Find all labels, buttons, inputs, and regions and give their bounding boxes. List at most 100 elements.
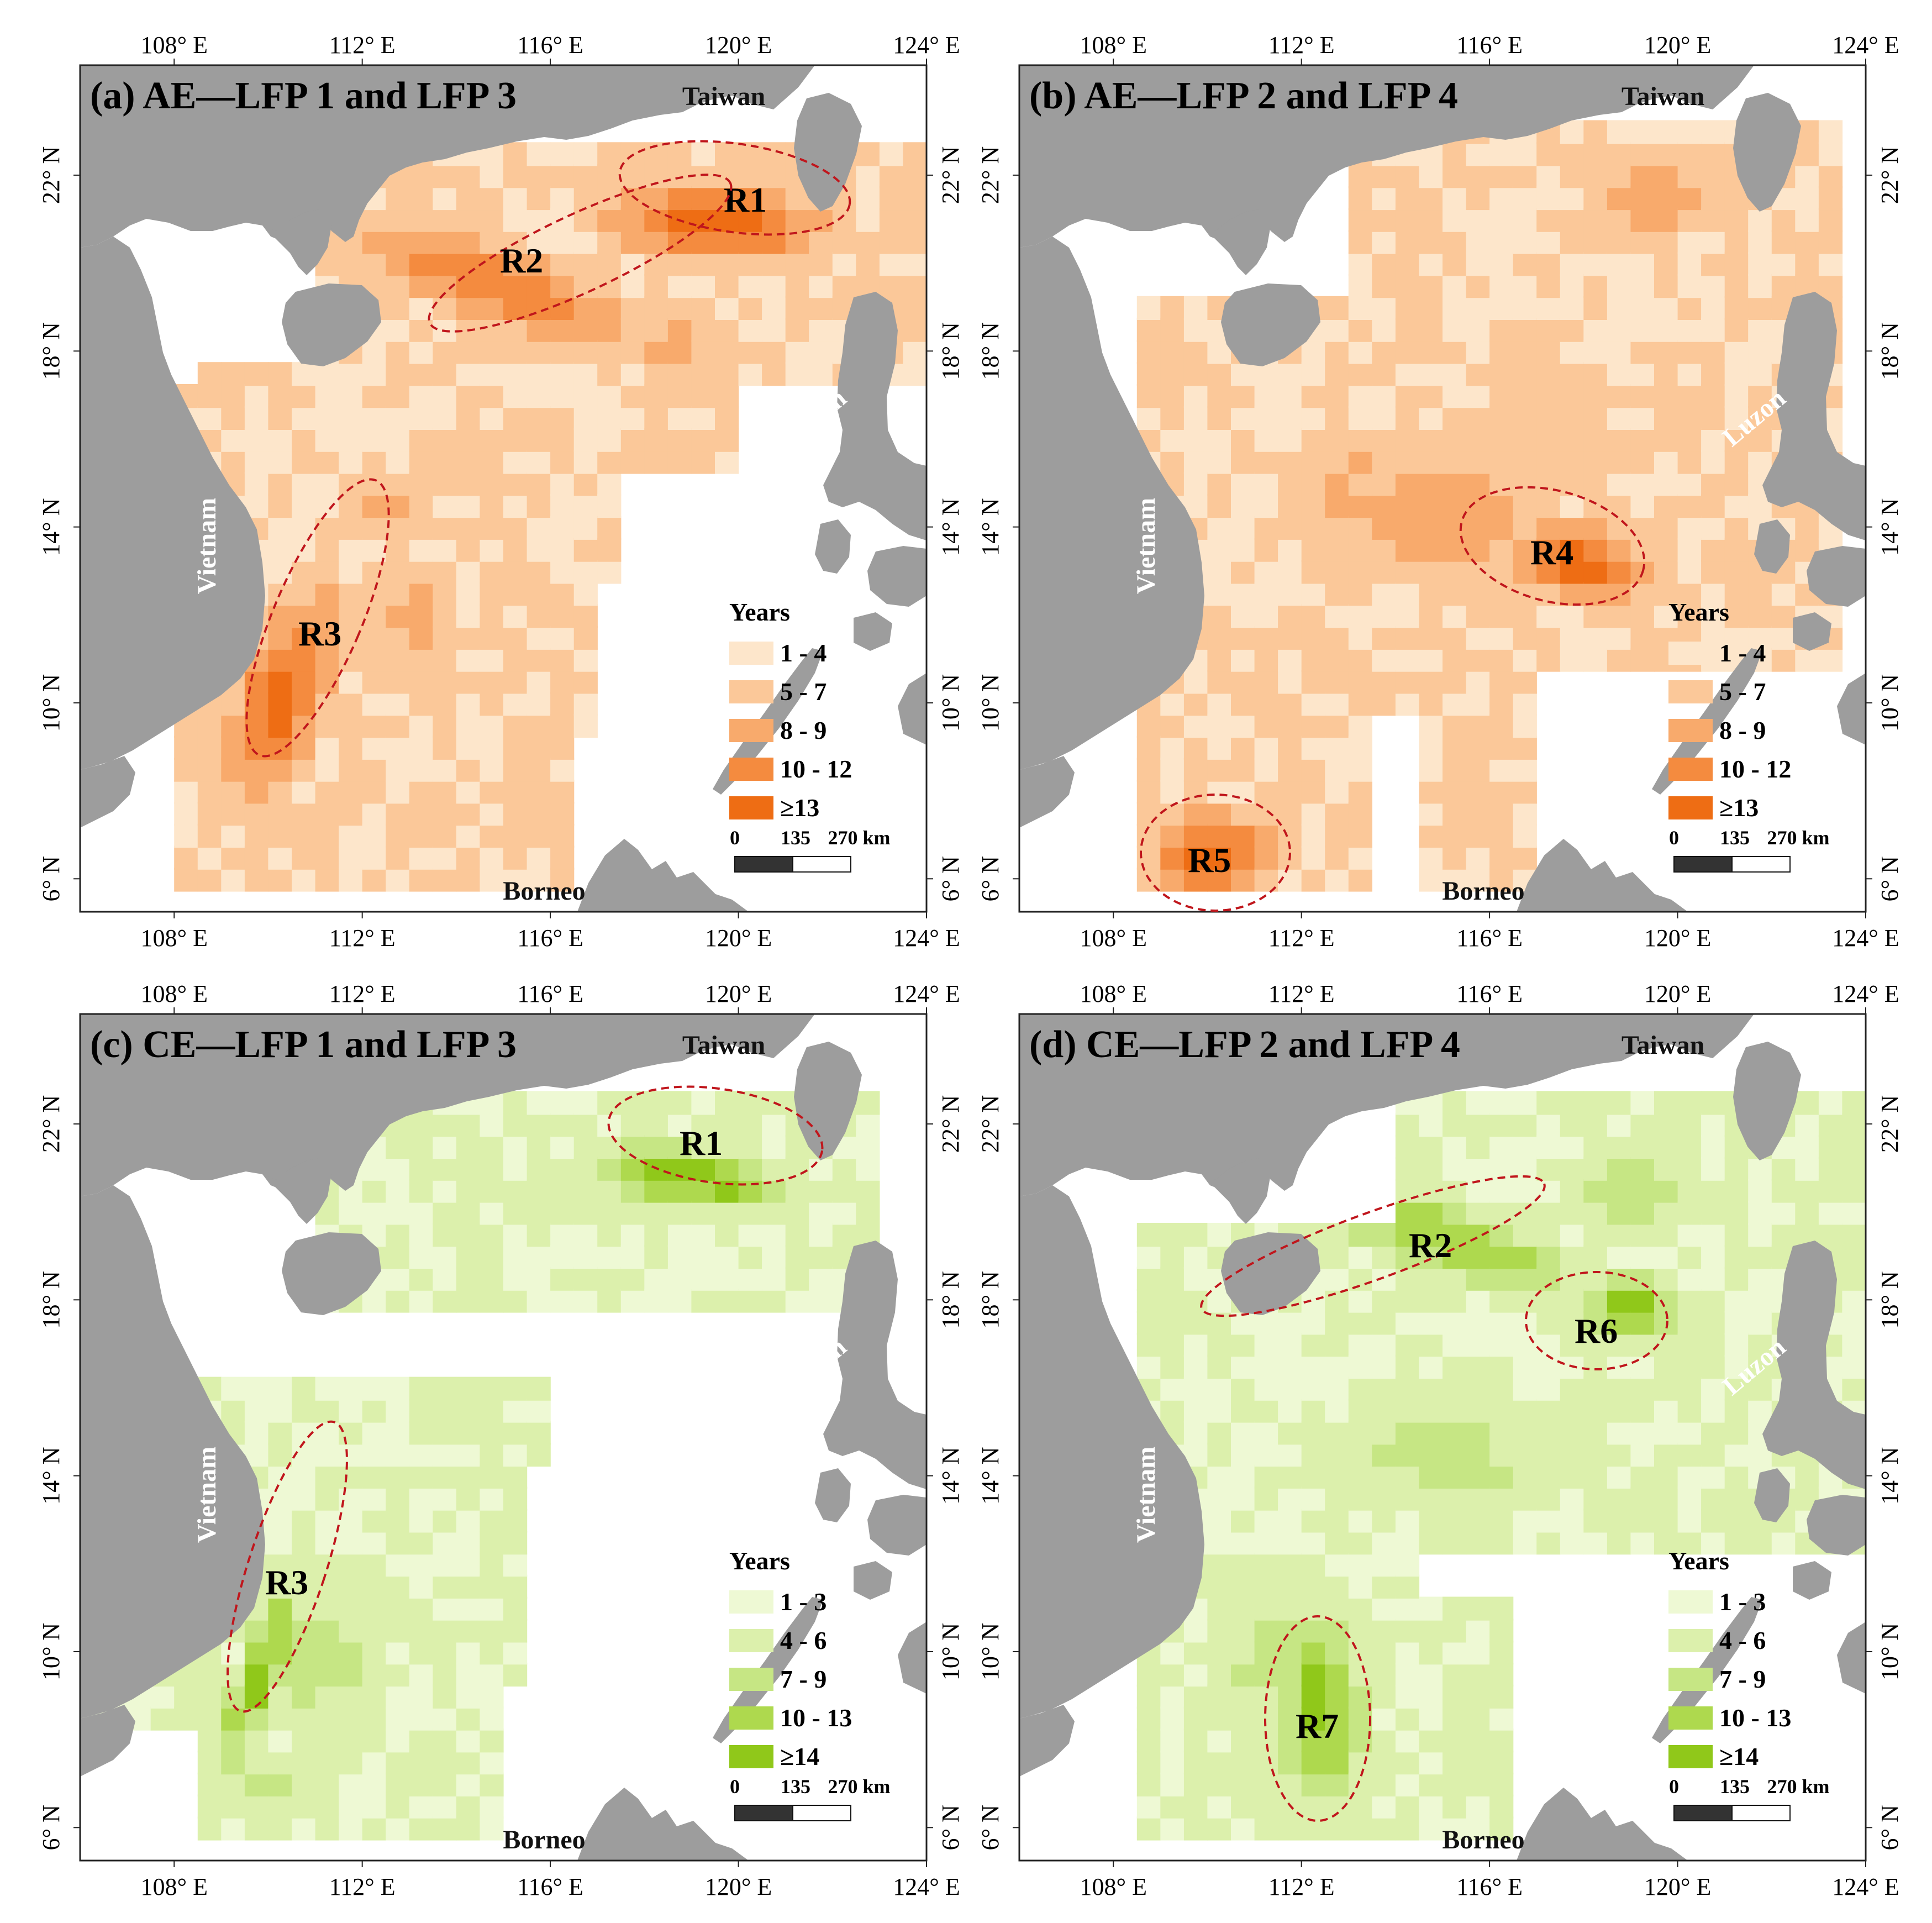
grid-cell bbox=[480, 1641, 504, 1665]
grid-cell bbox=[856, 1179, 880, 1203]
grid-cell bbox=[1818, 142, 1843, 166]
grid-cell bbox=[433, 1794, 457, 1819]
grid-cell bbox=[1513, 670, 1537, 694]
grid-cell bbox=[1466, 1354, 1490, 1379]
grid-cell bbox=[292, 802, 316, 826]
grid-cell bbox=[1183, 406, 1208, 430]
grid-cell bbox=[527, 1267, 551, 1291]
grid-cell bbox=[691, 318, 715, 342]
grid-cell bbox=[1254, 1509, 1278, 1533]
grid-cell bbox=[550, 318, 575, 342]
grid-cell bbox=[691, 186, 715, 211]
grid-cell bbox=[1231, 670, 1255, 694]
grid-cell bbox=[738, 1244, 762, 1269]
grid-cell bbox=[386, 1641, 410, 1665]
grid-cell bbox=[1724, 428, 1749, 452]
grid-cell bbox=[244, 1794, 269, 1819]
grid-cell bbox=[1489, 186, 1514, 211]
grid-cell bbox=[1583, 1333, 1608, 1357]
grid-cell bbox=[1348, 1464, 1372, 1489]
grid-cell bbox=[1701, 230, 1725, 254]
grid-cell bbox=[1348, 1244, 1372, 1269]
grid-cell bbox=[1443, 1509, 1467, 1533]
grid-cell bbox=[1466, 1113, 1490, 1137]
grid-cell bbox=[386, 1794, 410, 1819]
grid-cell bbox=[409, 1619, 433, 1643]
grid-cell bbox=[1630, 1399, 1655, 1423]
grid-cell bbox=[480, 1464, 504, 1489]
grid-cell bbox=[1630, 1376, 1655, 1401]
grid-cell bbox=[268, 603, 292, 628]
grid-cell bbox=[503, 1223, 528, 1247]
grid-cell bbox=[550, 142, 575, 166]
grid-cell bbox=[1771, 1531, 1796, 1555]
grid-cell bbox=[1607, 493, 1631, 518]
grid-cell bbox=[150, 1706, 175, 1731]
grid-cell bbox=[244, 1421, 269, 1445]
grid-cell bbox=[386, 516, 410, 540]
grid-cell bbox=[1231, 1531, 1255, 1555]
grid-cell bbox=[644, 318, 668, 342]
grid-cell bbox=[1560, 1399, 1584, 1423]
lat-tick-label: 14° N bbox=[977, 1447, 1004, 1504]
grid-cell bbox=[1630, 120, 1655, 144]
grid-cell bbox=[456, 1706, 481, 1731]
grid-cell bbox=[1136, 406, 1161, 430]
grid-cell bbox=[573, 296, 598, 320]
grid-cell bbox=[503, 582, 528, 606]
grid-cell bbox=[879, 274, 904, 298]
grid-cell bbox=[1677, 1531, 1702, 1555]
grid-cell bbox=[480, 1113, 504, 1137]
lon-tick-label: 112° E bbox=[1268, 1873, 1335, 1900]
grid-cell bbox=[1654, 1421, 1678, 1445]
grid-cell bbox=[1231, 626, 1255, 650]
grid-cell bbox=[1443, 1113, 1467, 1137]
grid-cell bbox=[1231, 1399, 1255, 1423]
grid-cell bbox=[1466, 1684, 1490, 1709]
grid-cell bbox=[386, 318, 410, 342]
grid-cell bbox=[1183, 1267, 1208, 1291]
grid-cell bbox=[221, 1641, 245, 1665]
grid-cell bbox=[503, 1486, 528, 1511]
grid-cell bbox=[1630, 1113, 1655, 1137]
legend-swatch bbox=[729, 1706, 773, 1730]
grid-cell bbox=[573, 472, 598, 496]
grid-cell bbox=[620, 274, 645, 298]
grid-cell bbox=[1278, 603, 1302, 628]
lon-tick-label: 124° E bbox=[893, 924, 960, 952]
grid-cell bbox=[1301, 384, 1325, 408]
grid-cell bbox=[1325, 670, 1349, 694]
grid-cell bbox=[362, 1486, 386, 1511]
grid-cell bbox=[1701, 1464, 1725, 1489]
grid-cell bbox=[738, 1289, 762, 1313]
grid-cell bbox=[503, 1619, 528, 1643]
grid-cell bbox=[1489, 1289, 1514, 1313]
grid-cell bbox=[1466, 274, 1490, 298]
grid-cell bbox=[620, 1091, 645, 1115]
grid-cell bbox=[1443, 406, 1467, 430]
grid-cell bbox=[1419, 362, 1443, 386]
grid-cell bbox=[1701, 1113, 1725, 1137]
grid-cell bbox=[1466, 1706, 1490, 1731]
grid-cell bbox=[503, 823, 528, 848]
grid-cell bbox=[1372, 252, 1396, 276]
grid-cell bbox=[1466, 670, 1490, 694]
grid-cell bbox=[1489, 1531, 1514, 1555]
grid-cell bbox=[1607, 164, 1631, 188]
grid-cell bbox=[409, 1201, 433, 1225]
grid-cell bbox=[1630, 142, 1655, 166]
grid-cell bbox=[1466, 713, 1490, 738]
grid-cell bbox=[1701, 1509, 1725, 1533]
grid-cell bbox=[197, 406, 222, 430]
grid-cell bbox=[1443, 1376, 1467, 1401]
grid-cell bbox=[1231, 758, 1255, 782]
grid-cell bbox=[1348, 516, 1372, 540]
grid-cell bbox=[1748, 1157, 1772, 1181]
grid-cell bbox=[1583, 142, 1608, 166]
grid-cell bbox=[715, 1289, 739, 1313]
grid-cell bbox=[1419, 450, 1443, 474]
grid-cell bbox=[832, 1157, 856, 1181]
grid-cell bbox=[1419, 1289, 1443, 1313]
grid-cell bbox=[1254, 1421, 1278, 1445]
